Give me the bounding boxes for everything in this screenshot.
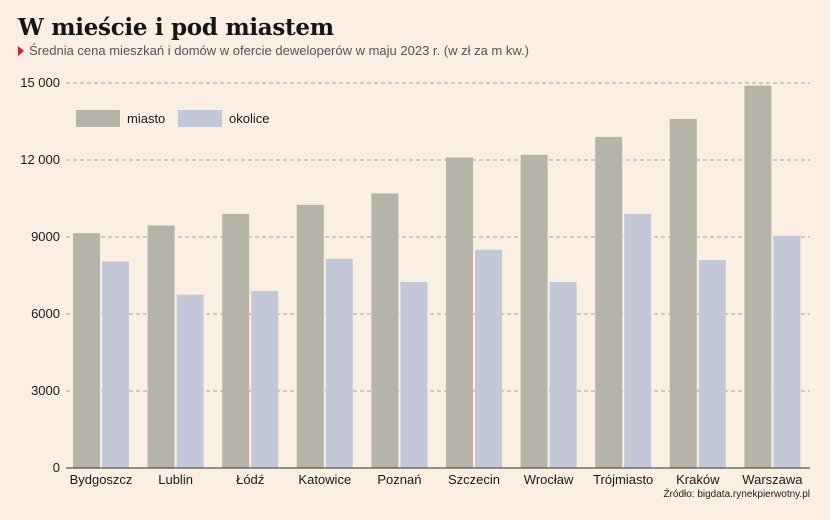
bar-okolice [698, 260, 726, 468]
x-tick-label: Warszawa [742, 472, 803, 487]
bar-miasto [744, 85, 772, 469]
legend-label-okolice: okolice [229, 111, 269, 126]
bar-okolice [773, 235, 801, 468]
bar-okolice [475, 249, 502, 468]
bar-okolice [549, 281, 577, 468]
x-tick-label: Bydgoszcz [70, 472, 133, 487]
bar-miasto [147, 225, 175, 468]
x-tick-label: Poznań [377, 472, 421, 487]
source-note: Źródło: bigdata.rynekpierwotny.pl [663, 489, 810, 500]
legend-label-miasto: miasto [127, 111, 165, 126]
bar-okolice [102, 261, 129, 468]
y-tick-label: 9000 [31, 229, 60, 244]
bar-miasto [446, 157, 473, 468]
y-tick-label: 12 000 [20, 152, 60, 167]
y-tick-label: 15 000 [20, 75, 60, 90]
chart-subtitle: Średnia cena mieszkań i domów w ofercie … [18, 43, 529, 58]
y-tick-label: 0 [53, 460, 60, 475]
bar-miasto [669, 118, 697, 468]
bar-miasto [222, 213, 250, 468]
y-tick-label: 3000 [31, 383, 60, 398]
bar-miasto [520, 154, 548, 468]
bar-okolice [624, 213, 652, 468]
bar-miasto [296, 204, 324, 468]
bar-okolice [251, 290, 279, 468]
x-tick-label: Łódź [236, 472, 264, 487]
bar-miasto [73, 233, 100, 468]
legend-swatch-miasto [76, 110, 120, 127]
x-tick-label: Katowice [298, 472, 351, 487]
legend-swatch-okolice [178, 110, 222, 127]
chart-subtitle-text: Średnia cena mieszkań i domów w ofercie … [29, 43, 529, 58]
x-tick-label: Szczecin [448, 472, 500, 487]
x-tick-label: Kraków [676, 472, 720, 487]
y-tick-label: 6000 [31, 306, 60, 321]
bar-miasto [595, 136, 623, 468]
x-tick-label: Wrocław [524, 472, 574, 487]
bar-okolice [400, 281, 428, 468]
bar-okolice [325, 258, 353, 468]
bar-okolice [176, 294, 204, 468]
red-triangle-icon [18, 45, 24, 56]
x-tick-label: Trójmiasto [593, 472, 653, 487]
bar-miasto [371, 193, 399, 468]
x-tick-label: Lublin [158, 472, 193, 487]
chart-title: W mieście i pod miastem [18, 14, 334, 41]
